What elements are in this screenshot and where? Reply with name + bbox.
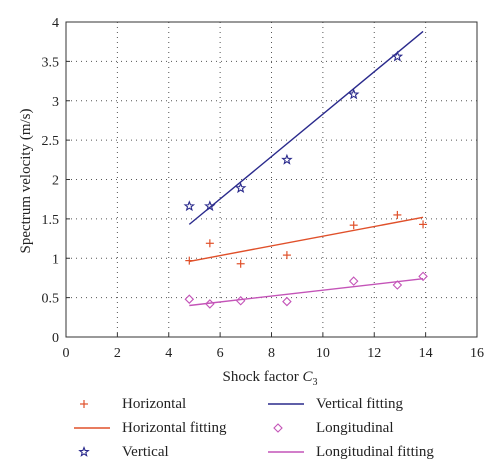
- legend-swatch-longitudinal: [273, 423, 283, 433]
- legend-swatch-longitudinal-fitting: [268, 451, 304, 453]
- legend-label-horizontal: Horizontal: [122, 395, 187, 412]
- legend-item-longitudinal-fitting: Longitudinal fitting: [268, 442, 434, 462]
- series-layer: [183, 30, 428, 309]
- legend: Horizontal Vertical fitting Horizontal fit…: [0, 392, 500, 472]
- longitudinal-point: [184, 294, 195, 304]
- x-axis-ticks: 0 2 4 6 8 10 12 14 16: [63, 333, 484, 361]
- y-axis-title: Spectrum velocity (m/s): [18, 109, 34, 254]
- longitudinal-point: [282, 296, 292, 307]
- x-tick-label: 0: [63, 346, 70, 361]
- horizontal-point: [282, 251, 291, 260]
- legend-label-longitudinal: Longitudinal: [316, 419, 394, 436]
- horizontal-point: [419, 220, 428, 229]
- legend-swatch-vertical: [78, 445, 90, 457]
- horizontal-point: [393, 210, 402, 219]
- vertical-point: [234, 182, 247, 194]
- y-tick-label: 2.5: [42, 134, 60, 149]
- legend-swatch-horizontal: [80, 400, 88, 408]
- legend-label-vertical: Vertical: [122, 443, 169, 460]
- chart: 0 2 4 6 8 10 12 14 16 0 0.5 1 1.5 2 2.5 3 3.5 4 Shock fa…: [18, 16, 484, 388]
- legend-item-horizontal: Horizontal: [74, 394, 186, 414]
- x-axis-title-subscript: 3: [313, 377, 318, 388]
- x-tick-label: 4: [165, 346, 172, 361]
- legend-item-longitudinal: Longitudinal: [268, 418, 394, 438]
- legend-marker-horizontal: [80, 400, 88, 408]
- legend-label-vertical-fitting: Vertical fitting: [316, 395, 404, 412]
- vertical-point: [281, 153, 293, 165]
- x-tick-label: 6: [217, 346, 224, 361]
- longitudinal-point: [348, 276, 359, 286]
- x-axis-title-text: Shock factor: [223, 369, 303, 385]
- x-tick-label: 12: [367, 346, 381, 361]
- y-axis-ticks: 0 0.5 1 1.5 2 2.5 3 3.5 4: [42, 16, 70, 346]
- legend-label-longitudinal-fitting: Longitudinal fitting: [316, 443, 434, 460]
- vertical-point: [347, 88, 360, 100]
- longitudinal-point: [418, 271, 428, 282]
- horizontal-point: [205, 239, 214, 248]
- horizontal-fitting-line: [189, 216, 424, 263]
- x-axis-title-symbol: C: [302, 369, 313, 385]
- legend-item-vertical: Vertical: [74, 442, 169, 462]
- longitudinal-point: [392, 280, 403, 290]
- x-tick-label: 8: [268, 346, 275, 361]
- y-tick-label: 1: [52, 252, 59, 267]
- legend-label-horizontal-fitting: Horizontal fitting: [122, 419, 227, 436]
- grid: [66, 22, 477, 337]
- plot-frame: [65, 21, 478, 338]
- y-tick-label: 0.5: [42, 292, 60, 307]
- horizontal-point: [236, 259, 245, 268]
- x-tick-label: 16: [470, 346, 484, 361]
- longitudinal-fitting-line: [189, 278, 424, 307]
- y-tick-label: 1.5: [42, 213, 60, 228]
- legend-marker-longitudinal: [273, 423, 283, 433]
- y-tick-label: 3.5: [42, 55, 60, 70]
- vertical-fitting-line: [188, 30, 424, 225]
- horizontal-point: [349, 221, 358, 230]
- longitudinal-point: [235, 295, 246, 306]
- legend-marker-vertical: [78, 445, 90, 457]
- x-tick-label: 2: [114, 346, 121, 361]
- legend-swatch-horizontal-fitting: [74, 427, 110, 429]
- y-tick-label: 2: [52, 174, 59, 189]
- y-tick-label: 3: [52, 95, 59, 110]
- legend-swatch-vertical-fitting: [268, 403, 304, 405]
- legend-item-vertical-fitting: Vertical fitting: [268, 394, 403, 414]
- legend-item-horizontal-fitting: Horizontal fitting: [74, 418, 227, 438]
- y-tick-label: 4: [52, 16, 59, 31]
- x-tick-label: 14: [419, 346, 433, 361]
- x-tick-label: 10: [316, 346, 330, 361]
- x-axis-title: Shock factor C3: [223, 369, 318, 388]
- y-tick-label: 0: [52, 331, 59, 346]
- vertical-point: [183, 200, 196, 212]
